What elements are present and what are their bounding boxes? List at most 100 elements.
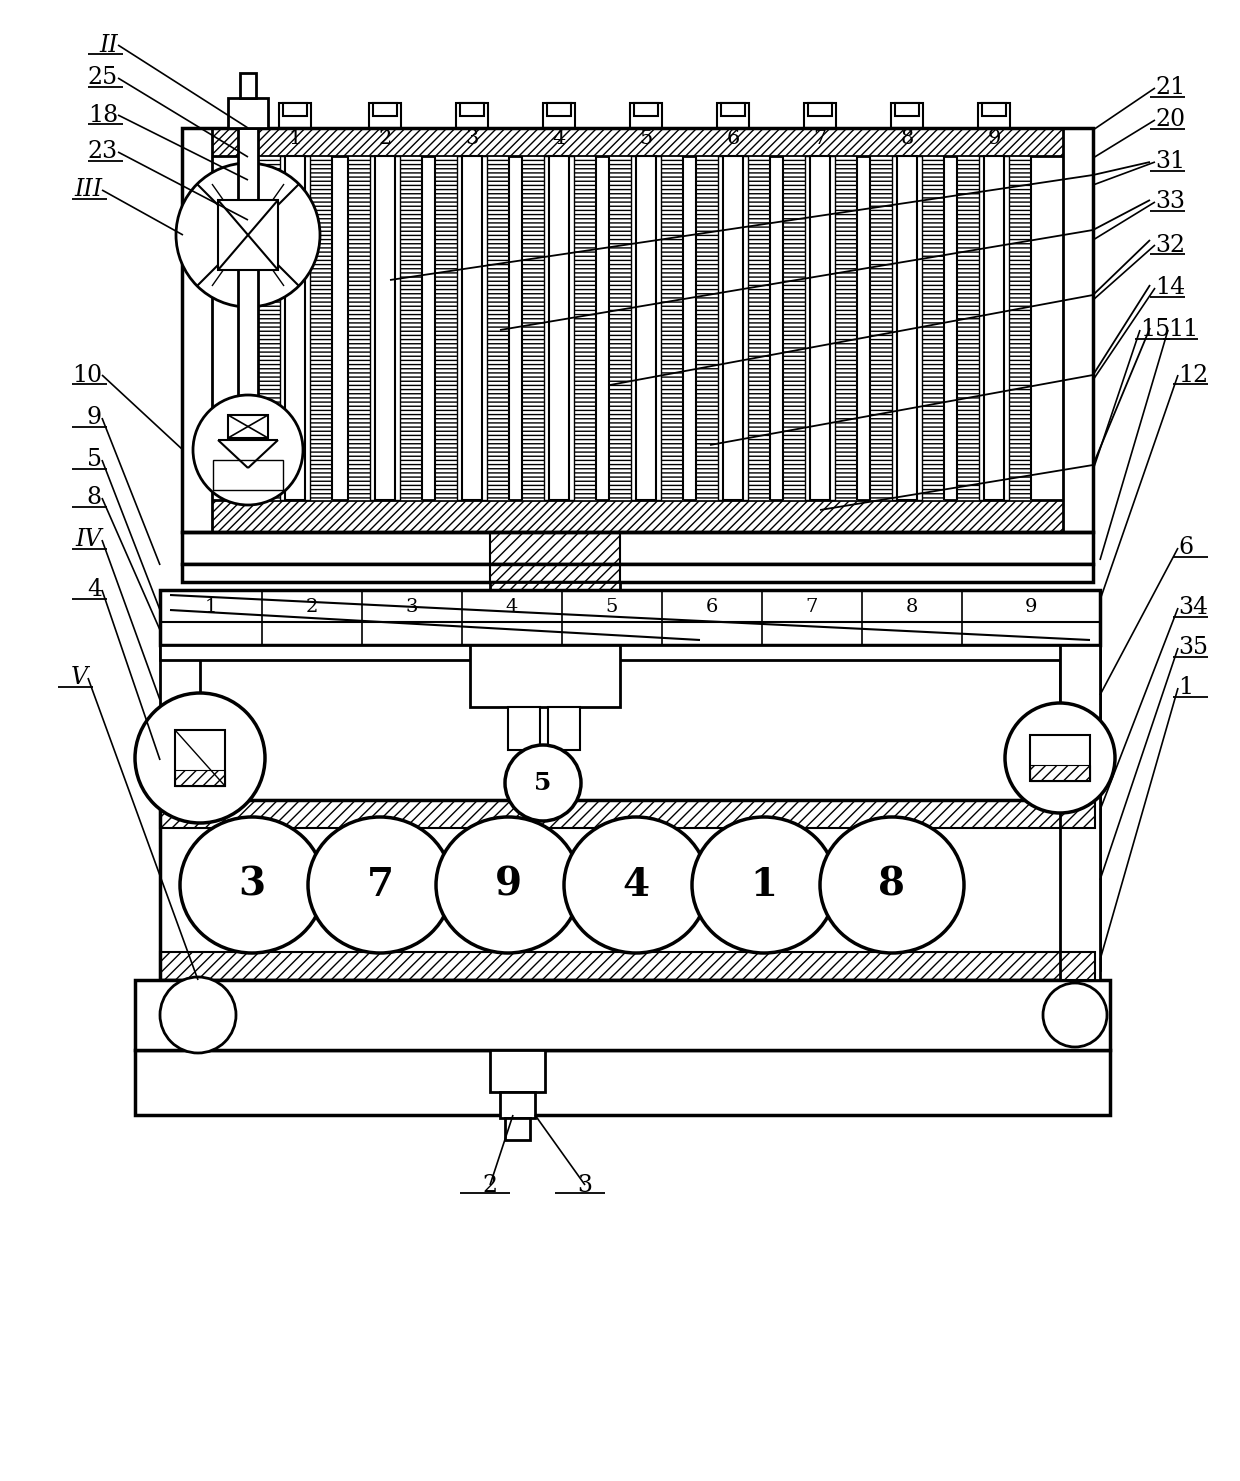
Bar (310, 156, 332, 501)
Text: 7: 7 (367, 866, 393, 903)
Bar (508, 706, 539, 749)
Bar (490, 582, 620, 612)
Text: 35: 35 (1178, 637, 1208, 659)
Ellipse shape (820, 818, 963, 952)
Ellipse shape (180, 818, 324, 952)
Bar (1060, 646, 1100, 980)
Text: 3: 3 (465, 129, 479, 148)
Bar (218, 200, 278, 270)
Text: 1: 1 (750, 866, 777, 903)
Text: 3: 3 (578, 1173, 593, 1197)
Bar (980, 156, 1009, 501)
Bar (892, 156, 923, 501)
Text: 5: 5 (534, 772, 552, 795)
Bar (470, 646, 620, 706)
Text: 7: 7 (806, 598, 818, 616)
Text: 7: 7 (813, 129, 827, 148)
Bar (810, 156, 830, 501)
Bar (505, 1118, 529, 1140)
Bar (897, 156, 918, 501)
Bar (370, 104, 401, 127)
Bar (1063, 127, 1092, 532)
Bar (374, 156, 396, 501)
Bar (463, 156, 482, 501)
Text: 4: 4 (87, 579, 102, 601)
Bar (631, 156, 661, 501)
Bar (630, 104, 662, 127)
Text: 2: 2 (306, 598, 319, 616)
Text: 8: 8 (878, 866, 905, 903)
Text: 34: 34 (1178, 597, 1208, 619)
Bar (982, 104, 1006, 116)
Bar (182, 501, 1092, 532)
Text: 1: 1 (1178, 677, 1193, 699)
Bar (547, 104, 570, 116)
Bar (435, 156, 458, 501)
Text: 32: 32 (1154, 234, 1185, 256)
Text: 9: 9 (1024, 598, 1037, 616)
Ellipse shape (436, 818, 580, 952)
Text: 8: 8 (87, 486, 102, 509)
Text: III: III (74, 179, 102, 201)
Bar (544, 156, 574, 501)
Text: 9: 9 (495, 866, 522, 903)
Circle shape (160, 977, 236, 1053)
Bar (1060, 646, 1100, 970)
Text: 12: 12 (1178, 363, 1208, 387)
Bar (213, 461, 283, 490)
Text: 5: 5 (606, 598, 619, 616)
Text: 6: 6 (727, 129, 739, 148)
Bar (490, 532, 620, 582)
Bar (280, 156, 310, 501)
Bar (957, 156, 980, 501)
Bar (1009, 156, 1030, 501)
Bar (160, 646, 200, 970)
Bar (160, 800, 1095, 980)
Bar (1030, 766, 1090, 780)
Bar (748, 156, 770, 501)
Bar (238, 127, 258, 501)
Text: 8: 8 (905, 598, 918, 616)
Bar (212, 156, 1063, 501)
Bar (490, 1050, 546, 1091)
Text: 18: 18 (88, 104, 118, 126)
Bar (574, 156, 596, 501)
Bar (1030, 735, 1090, 780)
Bar (135, 1050, 1110, 1115)
Bar (456, 104, 489, 127)
Bar (160, 589, 1100, 646)
Bar (175, 770, 224, 786)
Bar (348, 156, 370, 501)
Circle shape (193, 395, 303, 505)
Text: 10: 10 (72, 363, 102, 387)
Text: 9: 9 (87, 406, 102, 429)
Bar (160, 715, 200, 940)
Bar (543, 104, 575, 127)
Bar (285, 156, 305, 501)
Bar (401, 156, 422, 501)
Bar (985, 156, 1004, 501)
Text: 21: 21 (1154, 77, 1185, 99)
Bar (718, 156, 748, 501)
Bar (175, 995, 222, 1035)
Circle shape (505, 745, 582, 820)
Text: 5: 5 (87, 449, 102, 471)
Bar (258, 156, 280, 501)
Bar (717, 104, 749, 127)
Bar (283, 104, 308, 116)
Bar (373, 104, 397, 116)
Text: 4: 4 (622, 866, 650, 903)
Bar (241, 73, 255, 98)
Text: II: II (99, 34, 118, 56)
Bar (500, 1091, 534, 1118)
Circle shape (176, 163, 320, 307)
Text: 25: 25 (88, 67, 118, 89)
Text: 6: 6 (706, 598, 718, 616)
Bar (808, 104, 832, 116)
Text: 31: 31 (1154, 151, 1185, 173)
Bar (228, 98, 268, 127)
Bar (135, 980, 1110, 1050)
Text: 20: 20 (1154, 108, 1185, 132)
Bar (720, 104, 745, 116)
Bar (923, 156, 944, 501)
